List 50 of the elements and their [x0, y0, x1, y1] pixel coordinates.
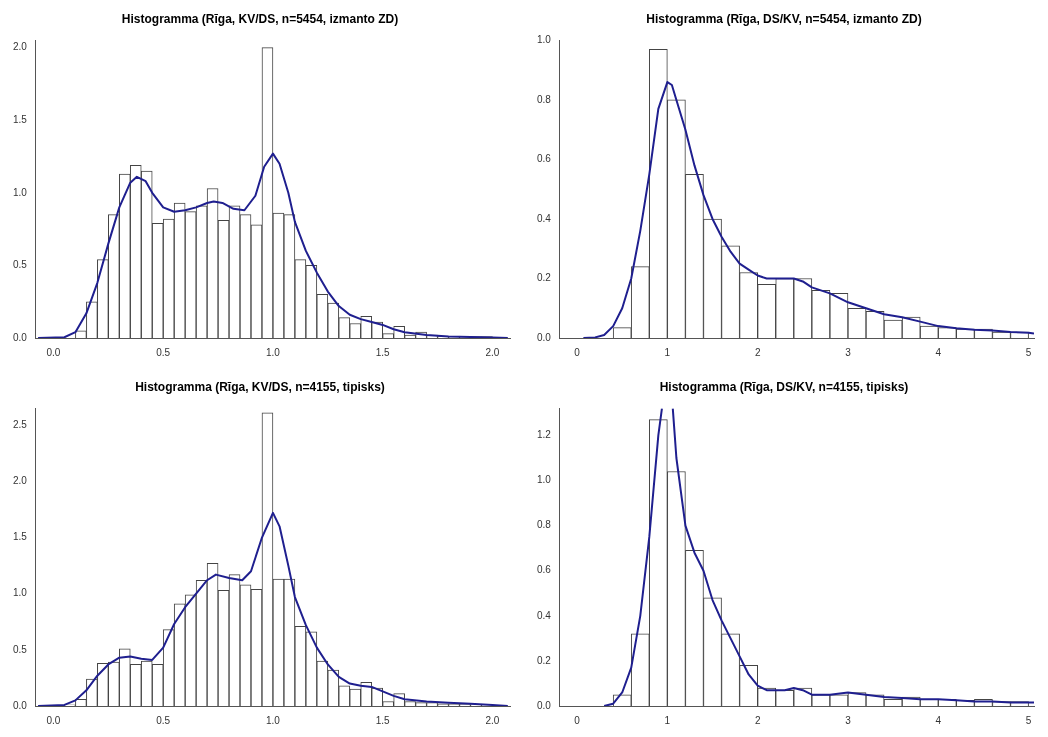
x-tick-label: 2	[754, 346, 761, 358]
y-tick-label: 1.0	[537, 34, 552, 46]
x-tick-label: 0	[574, 346, 581, 358]
chart-title: Histogramma (Rīga, KV/DS, n=5454, izmanto ZD)	[121, 11, 399, 26]
x-tick-label: 1	[664, 714, 671, 726]
y-tick-label: 0.0	[13, 331, 28, 343]
x-tick-label: 2.0	[485, 714, 500, 726]
x-tick-label: 0.0	[46, 714, 61, 726]
x-tick-label: 0.0	[46, 346, 61, 358]
y-tick-label: 0.2	[537, 654, 552, 666]
x-tick-label: 3	[845, 714, 852, 726]
x-tick-label: 5	[1025, 346, 1032, 358]
y-tick-label: 1.2	[537, 429, 552, 441]
y-tick-label: 1.5	[13, 113, 28, 125]
y-tick-label: 0.5	[13, 259, 28, 271]
y-tick-label: 0.0	[537, 699, 552, 711]
x-tick-label: 3	[845, 346, 852, 358]
y-tick-label: 0.4	[537, 212, 552, 224]
y-tick-label: 0.6	[537, 153, 552, 165]
y-tick-label: 0.5	[13, 643, 28, 655]
y-tick-label: 0.0	[13, 699, 28, 711]
y-tick-label: 0.8	[537, 93, 552, 105]
y-tick-label: 1.0	[13, 186, 28, 198]
x-tick-label: 0.5	[156, 714, 171, 726]
y-tick-label: 2.0	[13, 41, 28, 53]
y-tick-label: 1.5	[13, 531, 28, 543]
x-tick-label: 5	[1025, 714, 1032, 726]
chart-title: Histogramma (Rīga, KV/DS, n=4155, tipisks)	[135, 379, 385, 394]
y-tick-label: 0.6	[537, 564, 552, 576]
y-tick-label: 0.2	[537, 272, 552, 284]
x-tick-label: 1.0	[266, 346, 281, 358]
x-tick-label: 2	[754, 714, 761, 726]
y-tick-label: 0.8	[537, 519, 552, 531]
x-tick-label: 1	[664, 346, 671, 358]
y-tick-label: 2.0	[13, 475, 28, 487]
x-tick-label: 4	[935, 714, 942, 726]
y-tick-label: 2.5	[13, 419, 28, 430]
chart-title: Histogramma (Rīga, DS/KV, n=5454, izmanto ZD)	[646, 11, 922, 26]
y-tick-label: 1.0	[537, 474, 552, 486]
y-tick-label: 0.0	[537, 331, 552, 343]
x-tick-label: 0	[574, 714, 581, 726]
x-tick-label: 1.5	[375, 714, 391, 726]
x-tick-label: 1.0	[266, 714, 281, 726]
chart-title: Histogramma (Rīga, DS/KV, n=4155, tipisks)	[659, 379, 909, 394]
x-tick-label: 0.5	[156, 346, 171, 358]
y-tick-label: 1.0	[13, 587, 28, 599]
y-tick-label: 0.4	[537, 609, 552, 621]
x-tick-label: 4	[935, 346, 942, 358]
x-tick-label: 2.0	[485, 346, 500, 358]
x-tick-label: 1.5	[375, 346, 391, 358]
